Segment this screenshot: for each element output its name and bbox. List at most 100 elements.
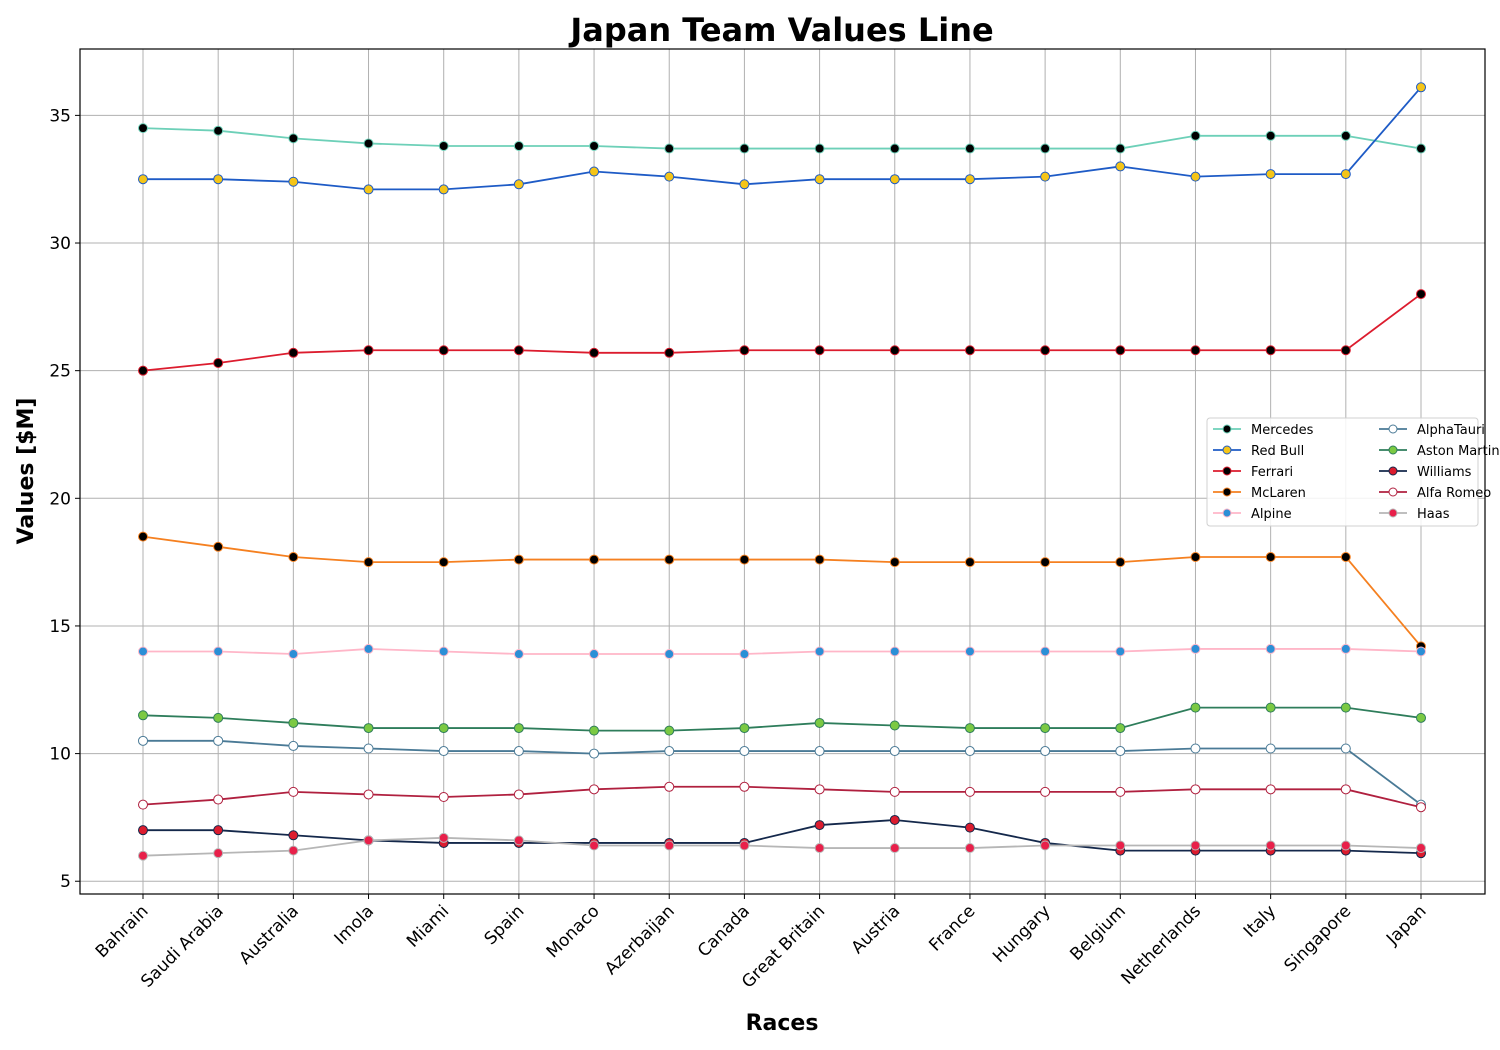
data-point <box>513 649 524 660</box>
legend-item: Mercedes <box>1213 423 1314 438</box>
legend-item: Red Bull <box>1213 444 1304 459</box>
x-tick-label: Hungary <box>989 901 1054 966</box>
legend-marker-swatch <box>1222 508 1232 518</box>
data-point <box>889 174 900 185</box>
x-tick-label: Canada <box>694 901 754 961</box>
x-tick-label: Monaco <box>543 901 604 962</box>
data-point <box>438 345 449 356</box>
data-point <box>513 746 524 757</box>
legend-item: Williams <box>1379 465 1472 480</box>
series-line <box>143 739 1422 806</box>
data-point <box>438 832 449 843</box>
data-point <box>213 848 224 859</box>
series-line <box>142 836 1422 857</box>
data-point <box>213 125 224 136</box>
data-point <box>363 743 374 754</box>
data-point <box>739 781 750 792</box>
series-line <box>142 293 1422 372</box>
data-point <box>363 835 374 846</box>
x-tick-label: Azerbaijan <box>601 901 679 979</box>
data-point <box>1340 169 1351 180</box>
y-tick-label: 15 <box>49 617 71 637</box>
legend-label: McLaren <box>1251 486 1306 501</box>
legend-marker-swatch <box>1388 487 1398 497</box>
y-tick-label: 5 <box>60 872 71 892</box>
data-point <box>1040 171 1051 182</box>
data-point <box>739 746 750 757</box>
series-line <box>143 86 1422 191</box>
data-point <box>1265 552 1276 563</box>
data-point <box>288 133 299 144</box>
legend-marker-swatch <box>1222 424 1232 434</box>
data-point <box>138 850 148 861</box>
data-point <box>1040 723 1051 734</box>
data-point <box>213 712 224 723</box>
data-point <box>739 840 750 851</box>
legend-item: McLaren <box>1213 486 1306 501</box>
data-point <box>964 143 975 154</box>
legend-label: Ferrari <box>1251 465 1293 480</box>
data-point <box>1190 552 1201 563</box>
data-point <box>664 781 675 792</box>
data-point <box>814 746 825 757</box>
data-point <box>1265 743 1276 754</box>
data-point <box>363 184 374 195</box>
data-point <box>438 723 449 734</box>
legend-marker-swatch <box>1222 487 1232 497</box>
data-point <box>889 843 900 854</box>
data-point <box>138 735 148 746</box>
legend-item: Haas <box>1379 507 1450 522</box>
data-point <box>213 825 224 836</box>
data-point <box>1340 840 1351 851</box>
data-point <box>664 840 675 851</box>
data-point <box>739 554 750 565</box>
data-point <box>1190 130 1201 141</box>
data-point <box>1265 784 1276 795</box>
data-point <box>1115 746 1126 757</box>
data-point <box>889 786 900 797</box>
data-point <box>1416 802 1426 813</box>
data-point <box>288 740 299 751</box>
data-point <box>513 141 524 152</box>
data-point <box>513 835 524 846</box>
data-point <box>363 557 374 568</box>
data-point <box>1040 143 1051 154</box>
data-point <box>1115 646 1126 657</box>
legend-marker-swatch <box>1222 466 1232 476</box>
legend-label: Alfa Romeo <box>1417 486 1491 501</box>
data-point <box>889 746 900 757</box>
chart-title: Japan Team Values Line <box>568 11 993 49</box>
series-alphatauri <box>138 735 1426 810</box>
data-point <box>513 345 524 356</box>
data-point <box>889 143 900 154</box>
plot-area-frame <box>79 48 1486 895</box>
data-point <box>1340 130 1351 141</box>
x-tick-label: Bahrain <box>92 901 153 962</box>
data-point <box>1265 130 1276 141</box>
data-point <box>1265 840 1276 851</box>
data-point <box>1040 786 1051 797</box>
data-point <box>1416 646 1426 657</box>
data-point <box>589 166 600 177</box>
data-point <box>964 174 975 185</box>
series-line <box>143 648 1422 655</box>
series-layer <box>138 82 1426 861</box>
series-aston-martin <box>138 702 1426 736</box>
data-point <box>363 643 374 654</box>
data-point <box>1265 643 1276 654</box>
data-point <box>1340 702 1351 713</box>
data-point <box>964 646 975 657</box>
data-point <box>213 646 224 657</box>
series-line <box>142 127 1422 150</box>
series-line <box>142 706 1422 732</box>
data-point <box>589 141 600 152</box>
data-point <box>438 791 449 802</box>
legend-label: Mercedes <box>1251 423 1314 438</box>
data-point <box>363 345 374 356</box>
x-tick-label: Belgium <box>1066 901 1129 964</box>
x-tick-label: Imola <box>331 901 378 948</box>
x-tick-label: Austria <box>848 901 905 958</box>
x-axis-label: Races <box>746 1011 819 1036</box>
data-point <box>814 646 825 657</box>
legend-marker-swatch <box>1388 508 1398 518</box>
